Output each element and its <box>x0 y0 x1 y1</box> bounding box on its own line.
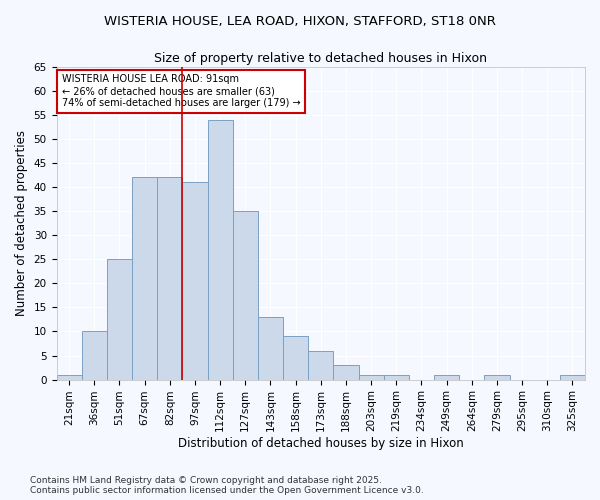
Bar <box>484 375 509 380</box>
Y-axis label: Number of detached properties: Number of detached properties <box>15 130 28 316</box>
Text: WISTERIA HOUSE LEA ROAD: 91sqm
← 26% of detached houses are smaller (63)
74% of : WISTERIA HOUSE LEA ROAD: 91sqm ← 26% of … <box>62 74 301 108</box>
Bar <box>82 332 107 380</box>
Bar <box>434 375 459 380</box>
Bar <box>258 317 283 380</box>
X-axis label: Distribution of detached houses by size in Hixon: Distribution of detached houses by size … <box>178 437 464 450</box>
Bar <box>308 350 334 380</box>
Bar <box>182 182 208 380</box>
Text: Contains HM Land Registry data © Crown copyright and database right 2025.
Contai: Contains HM Land Registry data © Crown c… <box>30 476 424 495</box>
Text: WISTERIA HOUSE, LEA ROAD, HIXON, STAFFORD, ST18 0NR: WISTERIA HOUSE, LEA ROAD, HIXON, STAFFOR… <box>104 15 496 28</box>
Bar <box>208 120 233 380</box>
Bar <box>157 178 182 380</box>
Bar <box>107 259 132 380</box>
Bar <box>283 336 308 380</box>
Bar <box>560 375 585 380</box>
Bar <box>334 365 359 380</box>
Bar <box>132 178 157 380</box>
Bar <box>56 375 82 380</box>
Bar <box>233 211 258 380</box>
Bar <box>359 375 383 380</box>
Bar <box>383 375 409 380</box>
Title: Size of property relative to detached houses in Hixon: Size of property relative to detached ho… <box>154 52 487 66</box>
